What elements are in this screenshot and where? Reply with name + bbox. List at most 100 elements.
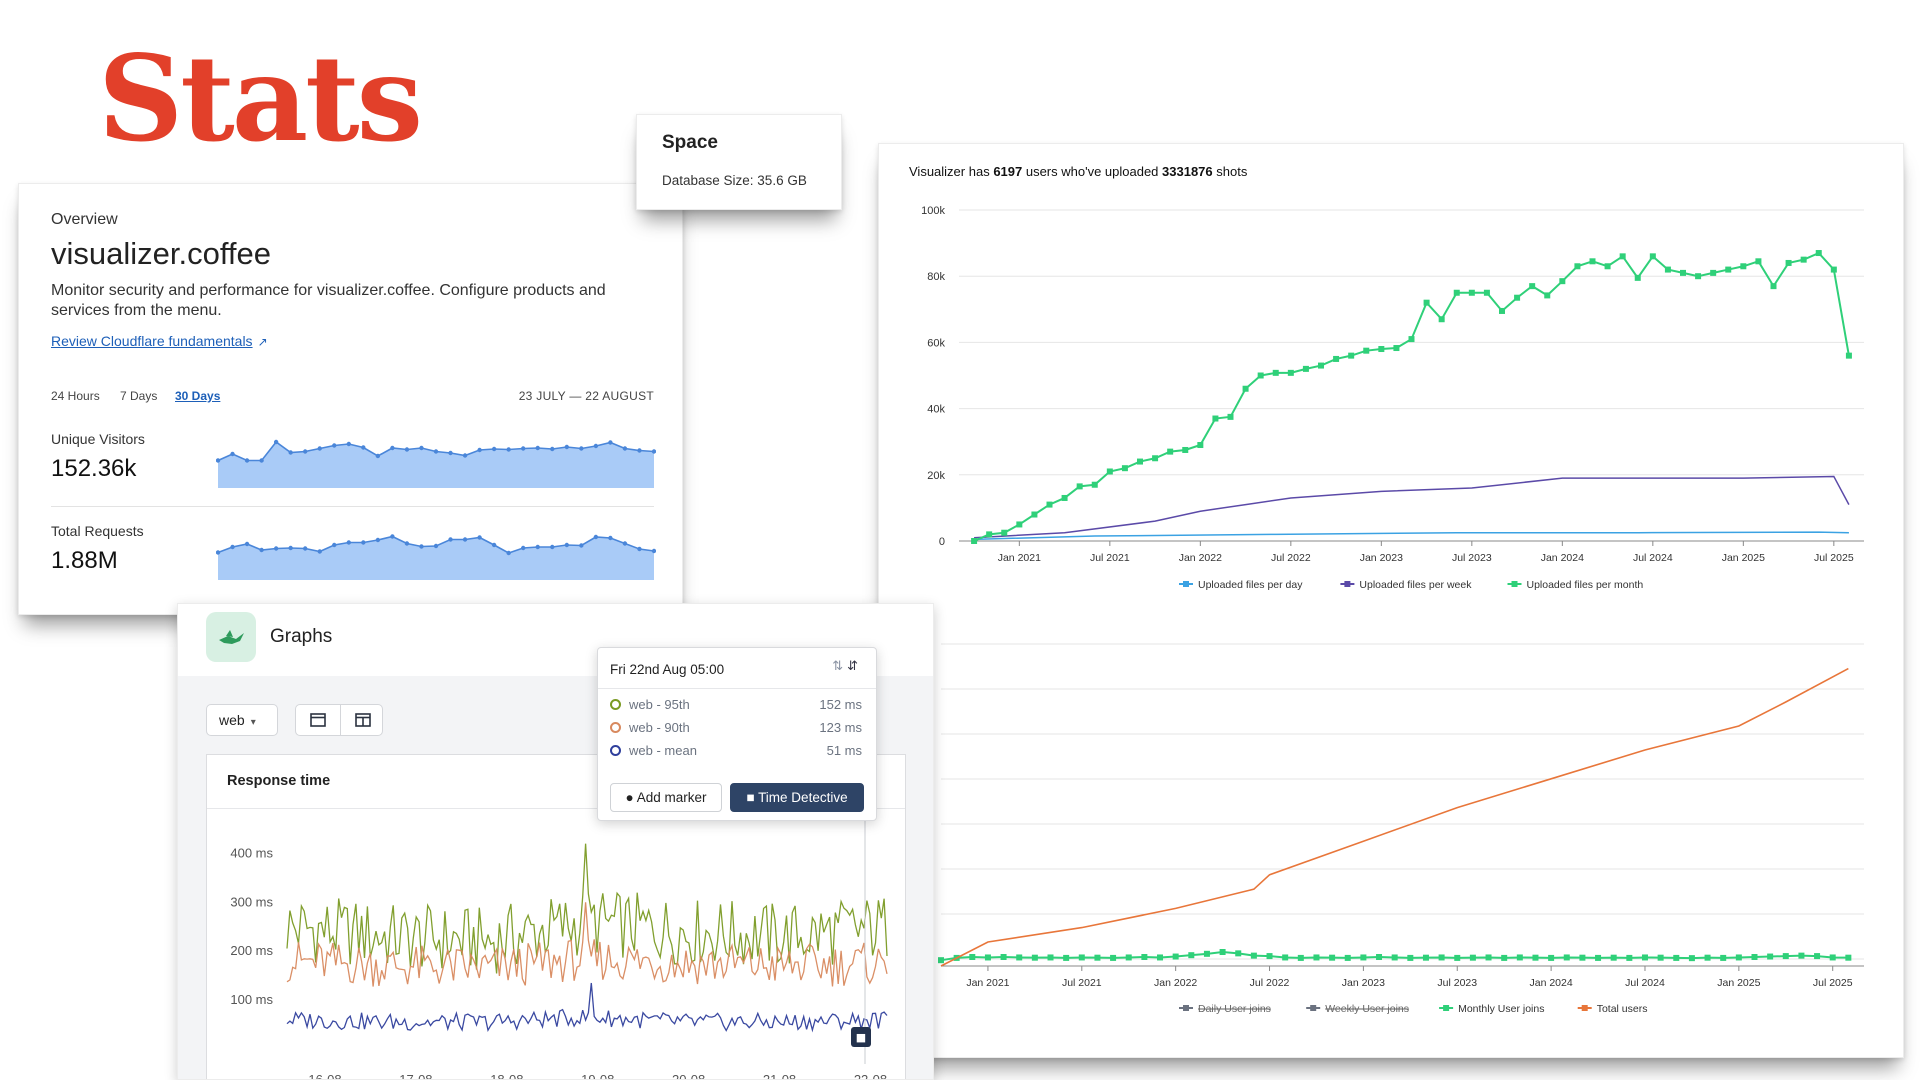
sparkline-point [521, 446, 526, 451]
view-toggle [295, 704, 383, 736]
chart1-y-tick-label: 80k [927, 271, 945, 283]
tooltip-date: Fri 22nd Aug 05:00 [610, 662, 725, 677]
rt-y-tick-label: 200 ms [230, 943, 273, 958]
chart2-data-point [1063, 954, 1070, 961]
response-time-header: Response time [207, 755, 905, 809]
chart1-data-point [1302, 365, 1309, 372]
range-tab-24-hours[interactable]: 24 Hours [51, 389, 100, 403]
chart2-data-point [1610, 954, 1617, 961]
time-detective-button[interactable]: ■ Time Detective [730, 783, 864, 812]
chart2-data-point [1031, 954, 1038, 961]
sparkline-point [506, 550, 511, 556]
chart1-data-point [1031, 511, 1038, 518]
rt-x-tick-label: 22-08 [854, 1072, 887, 1080]
total-requests-value: 1.88M [51, 547, 118, 574]
chart2-data-point [1078, 954, 1085, 961]
sort-numeric-icon[interactable]: ⇵ [847, 658, 862, 673]
chart2-data-point [969, 954, 976, 960]
chart2-data-point [1469, 954, 1476, 961]
namespace-select[interactable]: web ▾ [206, 704, 278, 736]
users-count: 6197 [993, 164, 1023, 179]
date-range: 23 JULY — 22 AUGUST [518, 389, 654, 403]
chart1-data-point [1755, 258, 1762, 265]
chart1-y-tick-label: 20k [927, 470, 945, 482]
range-tab-7-days[interactable]: 7 Days [120, 389, 158, 403]
rt-x-tick-label: 18-08 [490, 1072, 523, 1080]
sparkline-point [651, 449, 656, 454]
chart1-x-tick-label: Jan 2022 [1179, 552, 1222, 564]
chart1-data-point [1227, 413, 1234, 420]
chart2-data-point [1845, 954, 1852, 961]
chart1-data-point [1725, 266, 1732, 273]
chart2-data-point [1297, 954, 1304, 961]
chart2-data-point [1407, 954, 1414, 961]
tooltip-separator [598, 688, 876, 689]
chart1-data-point [1121, 465, 1128, 472]
unique-visitors-label: Unique Visitors [51, 431, 145, 447]
chart2-data-point [1782, 953, 1789, 960]
two-column-view-button[interactable] [340, 705, 384, 735]
chart1-data-point [1091, 481, 1098, 488]
chart2-data-point [1376, 954, 1383, 960]
chart2-data-point [1641, 954, 1648, 961]
chart1-data-point [1333, 355, 1340, 362]
chart2-legend-marker [1310, 1005, 1317, 1011]
chart1-data-point [1559, 278, 1566, 285]
chart2-x-tick-label: Jan 2021 [966, 977, 1009, 989]
chart2-legend-marker [1581, 1005, 1588, 1011]
chart2-data-point [1016, 954, 1023, 961]
chart2-data-point [1673, 954, 1680, 961]
pin-icon: ● [625, 790, 634, 805]
overview-description: Monitor security and performance for vis… [51, 282, 606, 319]
chart1-series-line [973, 251, 1850, 542]
rt-series-line [286, 843, 888, 974]
sparkline-point [462, 453, 468, 458]
sparkline-point [361, 445, 366, 450]
total-requests-label: Total Requests [51, 523, 144, 539]
sparkline-point [259, 458, 264, 463]
sparkline-point [448, 537, 453, 542]
chart1-x-tick-label: Jan 2024 [1541, 552, 1584, 564]
chart2-data-point [1266, 953, 1273, 960]
metric-divider [51, 506, 654, 507]
chart2-legend-label: Weekly User joins [1325, 1003, 1409, 1015]
chart2-data-point [1360, 954, 1367, 961]
chart2-data-point [1563, 954, 1570, 961]
response-time-title: Response time [227, 773, 331, 789]
sparkline-point [259, 547, 264, 553]
chart2-x-tick-label: Jan 2024 [1530, 977, 1573, 989]
chart1-legend-marker [1344, 581, 1351, 587]
space-title: Space [662, 132, 718, 153]
chart1-data-point [1061, 494, 1068, 501]
chart2-data-point [1532, 954, 1539, 961]
sparkline-point [506, 447, 511, 452]
add-marker-button[interactable]: ● Add marker [610, 783, 722, 812]
range-tab-30-days[interactable]: 30 Days [175, 389, 221, 403]
chart2-data-point [1203, 950, 1210, 957]
sparkline-point [637, 546, 642, 552]
chart1-legend-marker [1511, 581, 1518, 587]
chart2-data-point [1172, 953, 1179, 960]
sparkline-point [622, 541, 628, 546]
sparkline-point [433, 449, 439, 454]
chart2-data-point [1125, 954, 1132, 961]
chart2-data-point [1047, 954, 1054, 961]
single-column-view-button[interactable] [296, 705, 340, 735]
shots-count: 3331876 [1162, 164, 1213, 179]
chart1-data-point [1770, 283, 1777, 290]
chart2-x-tick-label: Jan 2025 [1717, 977, 1760, 989]
review-fundamentals-link[interactable]: Review Cloudflare fundamentals ↗ [51, 333, 268, 349]
sparkline-point [491, 542, 497, 548]
summary-suffix: shots [1212, 164, 1248, 179]
hover-tooltip: Fri 22nd Aug 05:00 ⇅⇵ web - 95th 152 ms … [597, 647, 877, 821]
chart2-data-point [1329, 954, 1336, 961]
chart2-x-tick-label: Jan 2023 [1342, 977, 1385, 989]
chart1-legend-label: Uploaded files per month [1527, 579, 1644, 591]
sparkline-point [216, 550, 221, 555]
chart1-data-point [1845, 352, 1852, 359]
chart1-x-tick-label: Jul 2021 [1090, 552, 1130, 564]
lock-icon[interactable] [851, 1027, 871, 1047]
response-time-chart[interactable]: 100 ms 200 ms 300 ms 400 ms 16-08 17-08 18-08 1… [207, 809, 907, 1080]
sort-alpha-icon[interactable]: ⇅ [832, 658, 848, 673]
chart2-data-point [1250, 952, 1257, 959]
